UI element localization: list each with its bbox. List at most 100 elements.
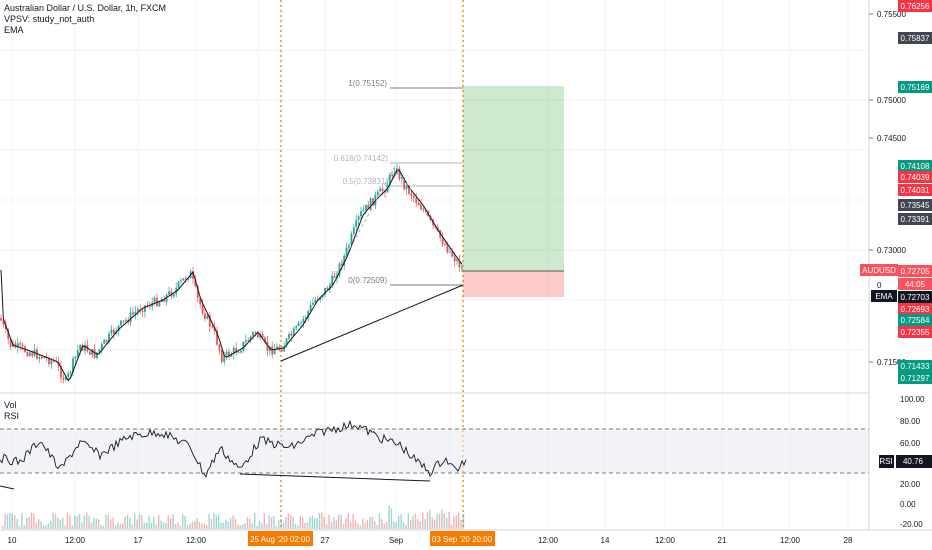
volume-bar	[290, 514, 292, 529]
candle-body	[364, 204, 367, 211]
price-tick-label: 0.75000	[877, 96, 906, 105]
volume-bar	[177, 522, 179, 529]
candle-body	[372, 198, 374, 206]
candle-body	[60, 366, 62, 378]
volume-bar	[153, 516, 155, 529]
time-axis-ticks: 10 12:00 17 12:00 27 Sep 12:00 14 12:00 21 12:00 28	[8, 536, 853, 545]
candle-body	[314, 299, 317, 303]
volume-bar	[9, 512, 11, 529]
candle-body	[232, 347, 235, 354]
volume-bar	[4, 513, 6, 529]
volume-bar	[268, 515, 270, 529]
symbol-tag	[860, 264, 898, 276]
time-tick-label: 28	[844, 536, 853, 545]
stop-zone[interactable]	[463, 271, 564, 297]
candle-body	[110, 329, 113, 334]
price-tick-label: 0.74500	[877, 134, 906, 143]
volume-bar	[218, 514, 220, 529]
candle-body	[105, 339, 108, 342]
volume-bar	[186, 525, 189, 529]
volume-bar	[122, 523, 124, 529]
volume-bar	[335, 520, 337, 529]
candle-body	[412, 196, 415, 198]
study-ema-label[interactable]: EMA	[4, 25, 24, 35]
study-vol-label[interactable]: Vol	[4, 400, 17, 410]
volume-bar	[256, 525, 258, 529]
trend-line[interactable]	[280, 284, 464, 362]
volume-bar	[129, 518, 131, 529]
candle-body	[228, 351, 230, 357]
price-tag	[898, 372, 932, 384]
candle-body	[79, 344, 82, 351]
candle-body	[266, 341, 269, 351]
candle-body	[72, 358, 74, 373]
volume-bar	[398, 515, 400, 529]
volume-bar	[81, 522, 83, 529]
candle-body	[7, 329, 10, 340]
candle-body	[348, 245, 350, 248]
candle-body	[50, 360, 53, 365]
rsi-tick-label: 0.00	[900, 500, 916, 509]
volume-bar	[26, 517, 28, 529]
candle-body	[420, 205, 422, 210]
volume-bar	[254, 512, 256, 529]
time-highlight-end	[430, 531, 495, 546]
volume-bar	[378, 513, 381, 529]
volume-bar	[354, 520, 357, 529]
volume-bar	[225, 519, 227, 529]
volume-bar	[203, 523, 205, 529]
study-vpsv-label[interactable]: VPSV: study_not_auth	[4, 14, 95, 24]
candle-body	[235, 347, 238, 353]
volume-bar	[210, 518, 213, 529]
volume-bar	[280, 518, 282, 529]
volume-bar	[95, 518, 97, 529]
volume-bar	[196, 518, 198, 529]
candle-body	[448, 251, 451, 253]
candle-body	[403, 177, 406, 190]
volume-bar	[321, 512, 323, 529]
candle-body	[384, 191, 386, 193]
candle-body	[76, 350, 79, 357]
candle-body	[218, 344, 221, 351]
price-tag	[898, 213, 932, 225]
candle-body	[285, 338, 288, 346]
candle-body	[225, 351, 228, 356]
volume-bar	[16, 518, 18, 529]
volume-bar	[309, 516, 311, 529]
study-rsi-label[interactable]: RSI	[4, 411, 20, 421]
volume-bar	[105, 514, 107, 529]
volume-bar	[374, 521, 376, 529]
rsi-tag-text: RSI	[879, 457, 892, 466]
candle-body	[237, 352, 240, 354]
candle-body	[4, 324, 7, 330]
price-tag	[898, 314, 932, 326]
price-tag-label: 0.74108	[901, 162, 930, 171]
rsi-axis-ticks: 100.00 80.00 60.00 20.00 0.00 -20.00	[900, 395, 925, 529]
volume-bar	[239, 525, 241, 529]
candle-body	[302, 318, 305, 323]
symbol-title[interactable]: Australian Dollar / U.S. Dollar, 1h, FXC…	[4, 3, 167, 13]
rsi-tick-label: 100.00	[900, 395, 925, 404]
volume-bar	[376, 524, 378, 529]
volume-bar	[198, 522, 201, 529]
target-zone[interactable]	[463, 86, 564, 271]
candle-body	[91, 348, 94, 355]
volume-bar	[328, 514, 330, 529]
volume-bar	[136, 519, 138, 529]
candle-body	[376, 191, 379, 195]
candle-body	[292, 328, 295, 336]
rsi-tick-label: -20.00	[900, 520, 923, 529]
volume-bar	[174, 524, 177, 529]
volume-bar	[304, 522, 306, 529]
candle-body	[112, 329, 115, 334]
volume-bar	[201, 523, 203, 529]
volume-bar	[263, 513, 265, 529]
candle-body	[256, 333, 259, 338]
rsi-line	[0, 419, 467, 478]
volume-bar	[292, 517, 294, 529]
price-tag-label: 44:05	[905, 280, 926, 289]
time-tick-label: 27	[321, 536, 330, 545]
volume-bar	[119, 523, 121, 529]
volume-bar	[71, 525, 73, 529]
